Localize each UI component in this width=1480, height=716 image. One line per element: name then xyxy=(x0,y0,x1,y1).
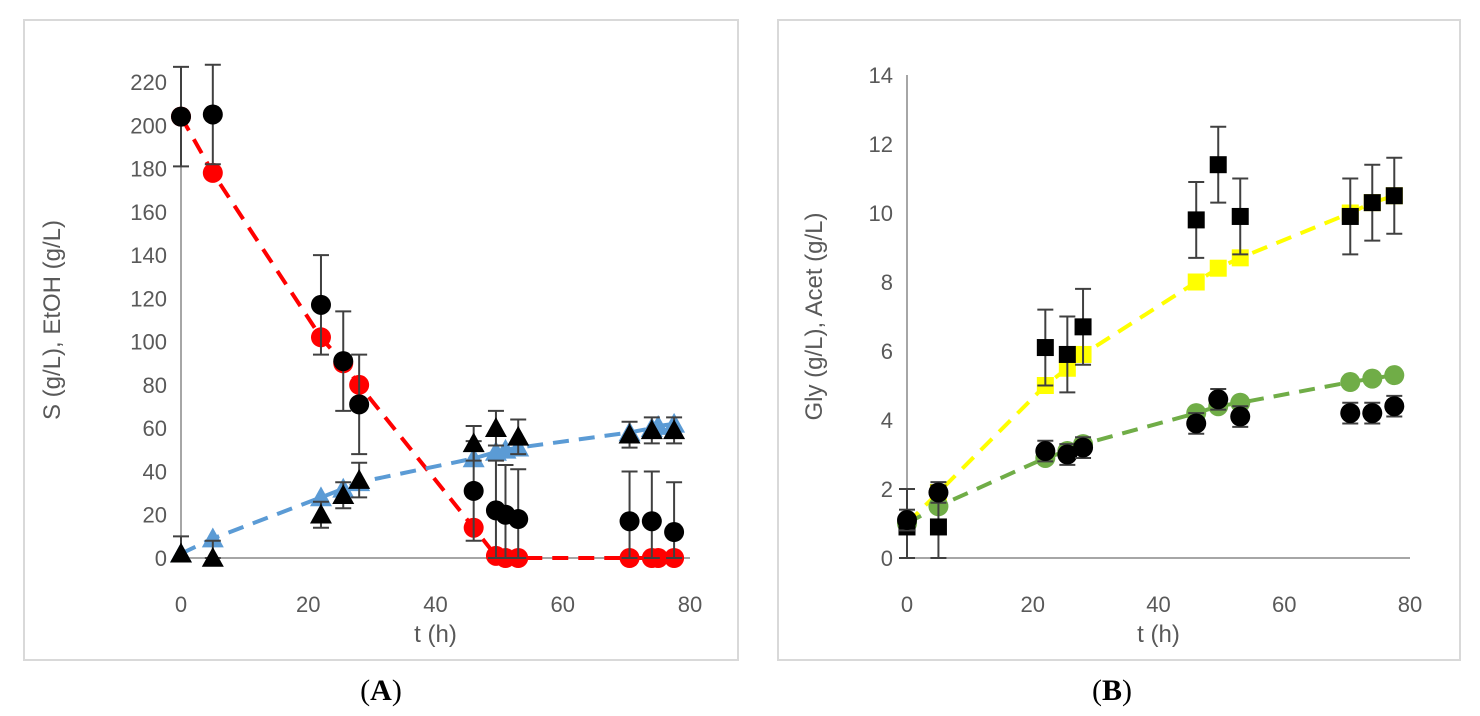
y-tick-label: 4 xyxy=(881,408,893,433)
data-point xyxy=(664,522,685,543)
data-point xyxy=(641,511,662,532)
y-tick-label: 200 xyxy=(130,113,167,138)
data-point xyxy=(1208,389,1229,410)
y-tick-label: 2 xyxy=(881,477,893,502)
panel-b-label: (B) xyxy=(1092,674,1132,707)
data-point xyxy=(1074,318,1092,336)
y-tick-label: 14 xyxy=(869,63,893,88)
data-point xyxy=(1340,403,1361,424)
data-point xyxy=(1362,368,1383,389)
data-point xyxy=(170,542,192,563)
x-tick-label: 80 xyxy=(1398,592,1422,617)
panel-b-frame xyxy=(777,19,1461,661)
data-point xyxy=(202,162,223,183)
y-tick-label: 160 xyxy=(130,200,167,225)
data-point xyxy=(928,482,949,503)
data-point xyxy=(201,547,224,567)
y-tick-label: 140 xyxy=(130,243,167,268)
data-point xyxy=(1341,207,1359,225)
data-point xyxy=(349,394,370,415)
data-point xyxy=(484,417,507,437)
data-point xyxy=(929,518,947,536)
series-ethanol-measured xyxy=(170,409,686,567)
data-point xyxy=(1209,259,1227,277)
y-tick-label: 10 xyxy=(869,201,893,226)
data-point xyxy=(1230,406,1251,427)
data-point xyxy=(1385,187,1403,205)
y-tick-label: 0 xyxy=(881,546,893,571)
data-point xyxy=(310,294,331,315)
y-tick-label: 120 xyxy=(130,286,167,311)
y-tick-label: 80 xyxy=(143,373,167,398)
x-tick-label: 0 xyxy=(175,592,187,617)
data-point xyxy=(1384,396,1405,417)
data-point xyxy=(1363,194,1381,212)
data-point xyxy=(332,484,355,505)
panel-b-plot: 0 2 4 6 8 10 12 14 0 20 40 60 80 t (h) Gly (g/L), Acet… xyxy=(801,63,1422,648)
data-point xyxy=(508,509,529,530)
data-point xyxy=(1058,345,1076,363)
x-tick-label: 0 xyxy=(901,592,913,617)
data-point xyxy=(462,432,485,453)
y-tick-label: 180 xyxy=(130,157,167,182)
x-axis-title: t (h) xyxy=(414,621,457,648)
data-point xyxy=(507,425,530,446)
panel-a-plot: 0 20 40 60 80 100 120 140 160 180 200 220 0 20 40 60 80 t… xyxy=(39,63,702,648)
panel-a-frame xyxy=(23,19,739,661)
panel-a-label: (A) xyxy=(360,674,402,707)
x-tick-label: 40 xyxy=(1146,592,1170,617)
data-point xyxy=(1057,444,1078,465)
data-point xyxy=(640,419,663,440)
data-point xyxy=(1073,437,1094,458)
data-point xyxy=(1209,156,1227,174)
x-axis-title: t (h) xyxy=(1137,621,1180,648)
data-point xyxy=(618,423,641,444)
x-tick-label: 80 xyxy=(678,592,702,617)
data-point xyxy=(1186,413,1207,434)
data-point xyxy=(463,480,484,501)
y-tick-label: 8 xyxy=(881,270,893,295)
y-tick-label: 40 xyxy=(143,459,167,484)
y-tick-label: 12 xyxy=(869,132,893,157)
data-point xyxy=(1231,207,1249,225)
data-point xyxy=(171,106,191,127)
data-point xyxy=(897,510,917,531)
data-point xyxy=(1035,441,1056,462)
y-tick-label: 100 xyxy=(130,330,167,355)
data-point xyxy=(333,351,354,372)
y-tick-label: 220 xyxy=(130,70,167,95)
x-tick-label: 40 xyxy=(423,592,447,617)
data-point xyxy=(1187,211,1205,229)
x-tick-label: 60 xyxy=(1272,592,1296,617)
data-point xyxy=(663,419,686,440)
data-point xyxy=(201,527,224,548)
y-tick-label: 60 xyxy=(143,416,167,441)
data-point xyxy=(1187,273,1205,291)
data-point xyxy=(1362,403,1383,424)
data-point xyxy=(309,503,332,524)
x-tick-label: 20 xyxy=(296,592,320,617)
data-point xyxy=(619,511,640,532)
data-point xyxy=(1230,392,1251,413)
data-point xyxy=(1340,372,1361,393)
data-point xyxy=(348,469,371,489)
data-point xyxy=(1036,339,1054,357)
y-tick-label: 20 xyxy=(143,503,167,528)
series-acetate-measured xyxy=(897,387,1405,532)
y-axis-title: Gly (g/L), Acet (g/L) xyxy=(801,212,828,420)
x-tick-label: 20 xyxy=(1021,592,1045,617)
data-point xyxy=(1384,365,1405,386)
y-axis-title: S (g/L), EtOH (g/L) xyxy=(39,220,66,420)
y-tick-label: 6 xyxy=(881,339,893,364)
x-tick-label: 60 xyxy=(551,592,575,617)
data-point xyxy=(202,104,223,125)
y-tick-label: 0 xyxy=(155,546,167,571)
